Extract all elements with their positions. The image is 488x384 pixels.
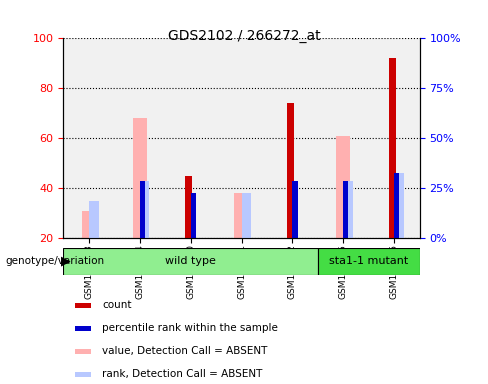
Text: count: count	[102, 300, 132, 310]
Bar	[191, 193, 196, 238]
Bar	[140, 180, 149, 238]
Text: value, Detection Call = ABSENT: value, Detection Call = ABSENT	[102, 346, 268, 356]
Bar	[318, 248, 420, 275]
Bar	[133, 118, 147, 238]
Text: ▶: ▶	[61, 255, 71, 268]
Bar	[165, 38, 216, 238]
Bar	[369, 38, 420, 238]
Bar	[75, 303, 91, 308]
Bar	[318, 38, 369, 238]
Text: rank, Detection Call = ABSENT: rank, Detection Call = ABSENT	[102, 369, 263, 379]
Bar	[336, 136, 350, 238]
Bar	[287, 103, 294, 238]
Bar	[63, 248, 318, 275]
Bar	[75, 372, 91, 377]
Bar	[75, 349, 91, 354]
Bar	[395, 173, 404, 238]
Bar	[292, 180, 298, 238]
Bar	[63, 38, 114, 238]
Bar	[394, 173, 399, 238]
Bar	[344, 180, 353, 238]
Bar	[114, 38, 165, 238]
Bar	[234, 193, 249, 238]
Text: sta1-1 mutant: sta1-1 mutant	[329, 256, 408, 266]
Bar	[216, 38, 267, 238]
Bar	[267, 38, 318, 238]
Bar	[388, 58, 396, 238]
Bar	[242, 193, 251, 238]
Text: percentile rank within the sample: percentile rank within the sample	[102, 323, 278, 333]
Bar	[344, 180, 348, 238]
Bar	[75, 326, 91, 331]
Bar	[89, 200, 99, 238]
Bar	[82, 210, 96, 238]
Bar	[140, 180, 145, 238]
Text: genotype/variation: genotype/variation	[5, 256, 104, 266]
Bar	[185, 176, 192, 238]
Text: wild type: wild type	[165, 256, 216, 266]
Text: GDS2102 / 266272_at: GDS2102 / 266272_at	[168, 29, 320, 43]
